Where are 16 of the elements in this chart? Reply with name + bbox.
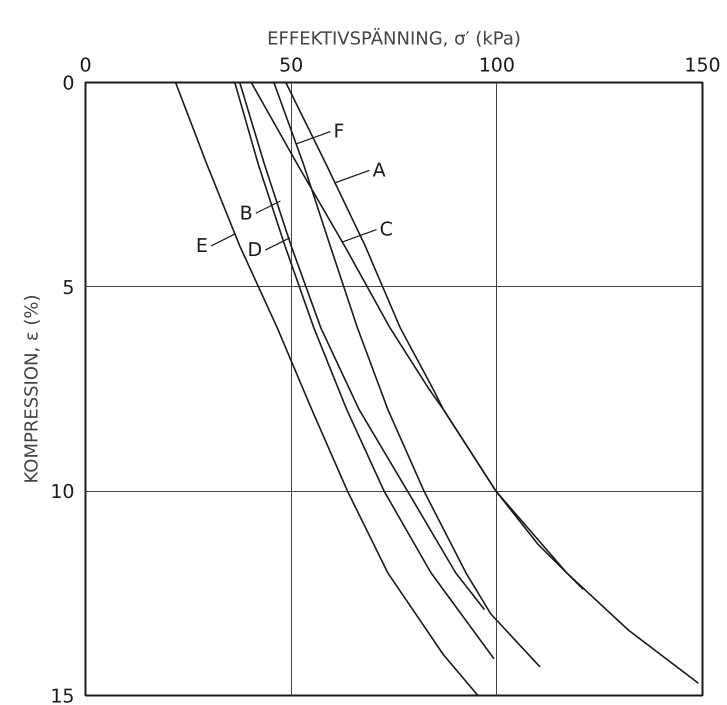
x-axis-title: EFFEKTIVSPÄNNING, σ′ (kPa)	[267, 28, 521, 50]
y-tick-label: 0	[62, 72, 75, 94]
x-tick-label: 50	[279, 54, 304, 76]
x-tick-label: 150	[684, 54, 721, 76]
annotation: C	[380, 218, 393, 241]
annotation: A	[372, 159, 386, 182]
x-tick-label: 100	[478, 54, 515, 76]
annotation: B	[240, 202, 253, 224]
y-axis-title: KOMPRESSION, ε (%)	[21, 294, 42, 484]
y-tick-label: 15	[50, 686, 75, 705]
annotation: E	[196, 234, 208, 257]
x-tick-label: 0	[79, 54, 92, 76]
y-tick-label: 10	[50, 481, 75, 504]
annotation: D	[248, 239, 262, 262]
y-tick-label: 5	[62, 276, 75, 299]
annotation: F	[334, 120, 344, 143]
